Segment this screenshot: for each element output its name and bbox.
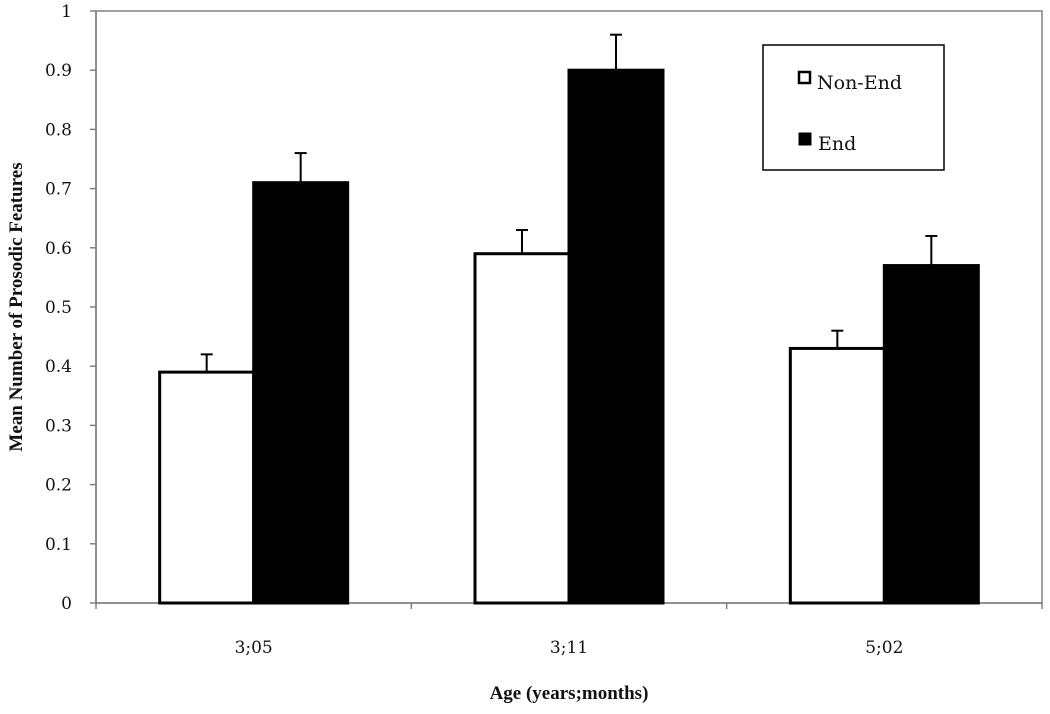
y-tick-label: 1 — [61, 2, 72, 22]
error-bars — [200, 33, 938, 373]
x-axis-ticks: 3;05 3;11 5;02 — [95, 603, 1043, 658]
y-tick-label: 0.1 — [45, 535, 72, 555]
x-axis-title: Age (years;months) — [490, 683, 649, 704]
x-tick-label: 3;11 — [550, 638, 588, 658]
bars — [158, 68, 980, 605]
legend: Non-End End — [762, 44, 945, 171]
legend-box — [762, 44, 945, 171]
bar-end — [567, 68, 665, 605]
y-axis-title: Mean Number of Prosodic Features — [6, 162, 27, 451]
bar-end — [252, 181, 350, 605]
y-tick-label: 0.8 — [45, 120, 72, 140]
y-tick-label: 0.9 — [45, 61, 72, 81]
legend-swatch-non-end — [797, 70, 812, 85]
y-tick-label: 0.4 — [45, 357, 72, 377]
legend-label-end: End — [818, 133, 856, 155]
y-tick-label: 0.3 — [45, 416, 72, 436]
y-tick-label: 0 — [61, 594, 72, 614]
y-tick-label: 0.7 — [45, 180, 72, 200]
legend-swatch-end — [798, 132, 812, 146]
x-tick-label: 5;02 — [865, 638, 903, 658]
y-tick-label: 0.5 — [45, 298, 72, 318]
bar-non-end — [473, 252, 571, 605]
y-tick-label: 0.6 — [45, 239, 72, 259]
bar-non-end — [158, 370, 256, 605]
bar-end — [882, 264, 980, 605]
legend-label-non-end: Non-End — [817, 72, 902, 94]
bar-non-end — [788, 346, 886, 605]
x-tick-label: 3;05 — [235, 638, 273, 658]
y-tick-label: 0.2 — [45, 476, 72, 496]
y-axis-ticks: 0 0.1 0.2 0.3 0.4 0.5 0.6 0.7 0.8 0.9 1 — [45, 2, 96, 614]
